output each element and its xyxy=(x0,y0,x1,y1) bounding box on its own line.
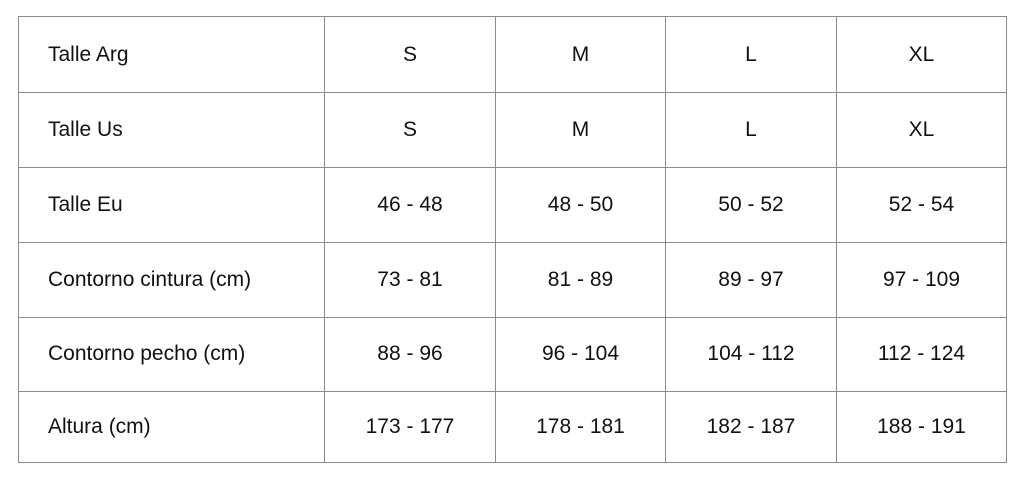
table-cell: L xyxy=(665,15,837,94)
table-cell: 89 - 97 xyxy=(665,242,837,318)
table-cell: 104 - 112 xyxy=(665,316,837,392)
table-row: Talle Arg S M L XL xyxy=(18,15,1007,94)
table-cell: M xyxy=(495,92,666,169)
table-cell: 173 - 177 xyxy=(324,390,496,464)
size-chart-table: Talle Arg S M L XL Talle Us S M L XL Talle Eu 46 - … xyxy=(18,15,1007,464)
table-cell: 50 - 52 xyxy=(665,167,837,244)
table-cell: 81 - 89 xyxy=(495,242,666,318)
table-cell: 178 - 181 xyxy=(495,390,666,464)
table-cell: 112 - 124 xyxy=(836,316,1007,392)
table-cell: XL xyxy=(836,15,1007,94)
row-label: Talle Arg xyxy=(18,15,325,94)
table-row: Talle Us S M L XL xyxy=(18,92,1007,169)
table-cell: S xyxy=(324,92,496,169)
row-label: Talle Us xyxy=(18,92,325,169)
table-cell: 52 - 54 xyxy=(836,167,1007,244)
table-cell: 97 - 109 xyxy=(836,242,1007,318)
row-label: Talle Eu xyxy=(18,167,325,244)
table-cell: 88 - 96 xyxy=(324,316,496,392)
table-cell: XL xyxy=(836,92,1007,169)
table-row: Contorno pecho (cm) 88 - 96 96 - 104 104 - … xyxy=(18,316,1007,392)
table-cell: M xyxy=(495,15,666,94)
table-row: Contorno cintura (cm) 73 - 81 81 - 89 89 - … xyxy=(18,242,1007,318)
table-cell: S xyxy=(324,15,496,94)
table-cell: 182 - 187 xyxy=(665,390,837,464)
table-cell: 73 - 81 xyxy=(324,242,496,318)
table-row: Altura (cm) 173 - 177 178 - 181 182 - 187 18… xyxy=(18,390,1007,464)
row-label: Contorno cintura (cm) xyxy=(18,242,325,318)
row-label: Contorno pecho (cm) xyxy=(18,316,325,392)
table-cell: 188 - 191 xyxy=(836,390,1007,464)
table-cell: 48 - 50 xyxy=(495,167,666,244)
table-cell: 96 - 104 xyxy=(495,316,666,392)
table-cell: 46 - 48 xyxy=(324,167,496,244)
row-label: Altura (cm) xyxy=(18,390,325,464)
table-cell: L xyxy=(665,92,837,169)
table-row: Talle Eu 46 - 48 48 - 50 50 - 52 52 - 54 xyxy=(18,167,1007,244)
